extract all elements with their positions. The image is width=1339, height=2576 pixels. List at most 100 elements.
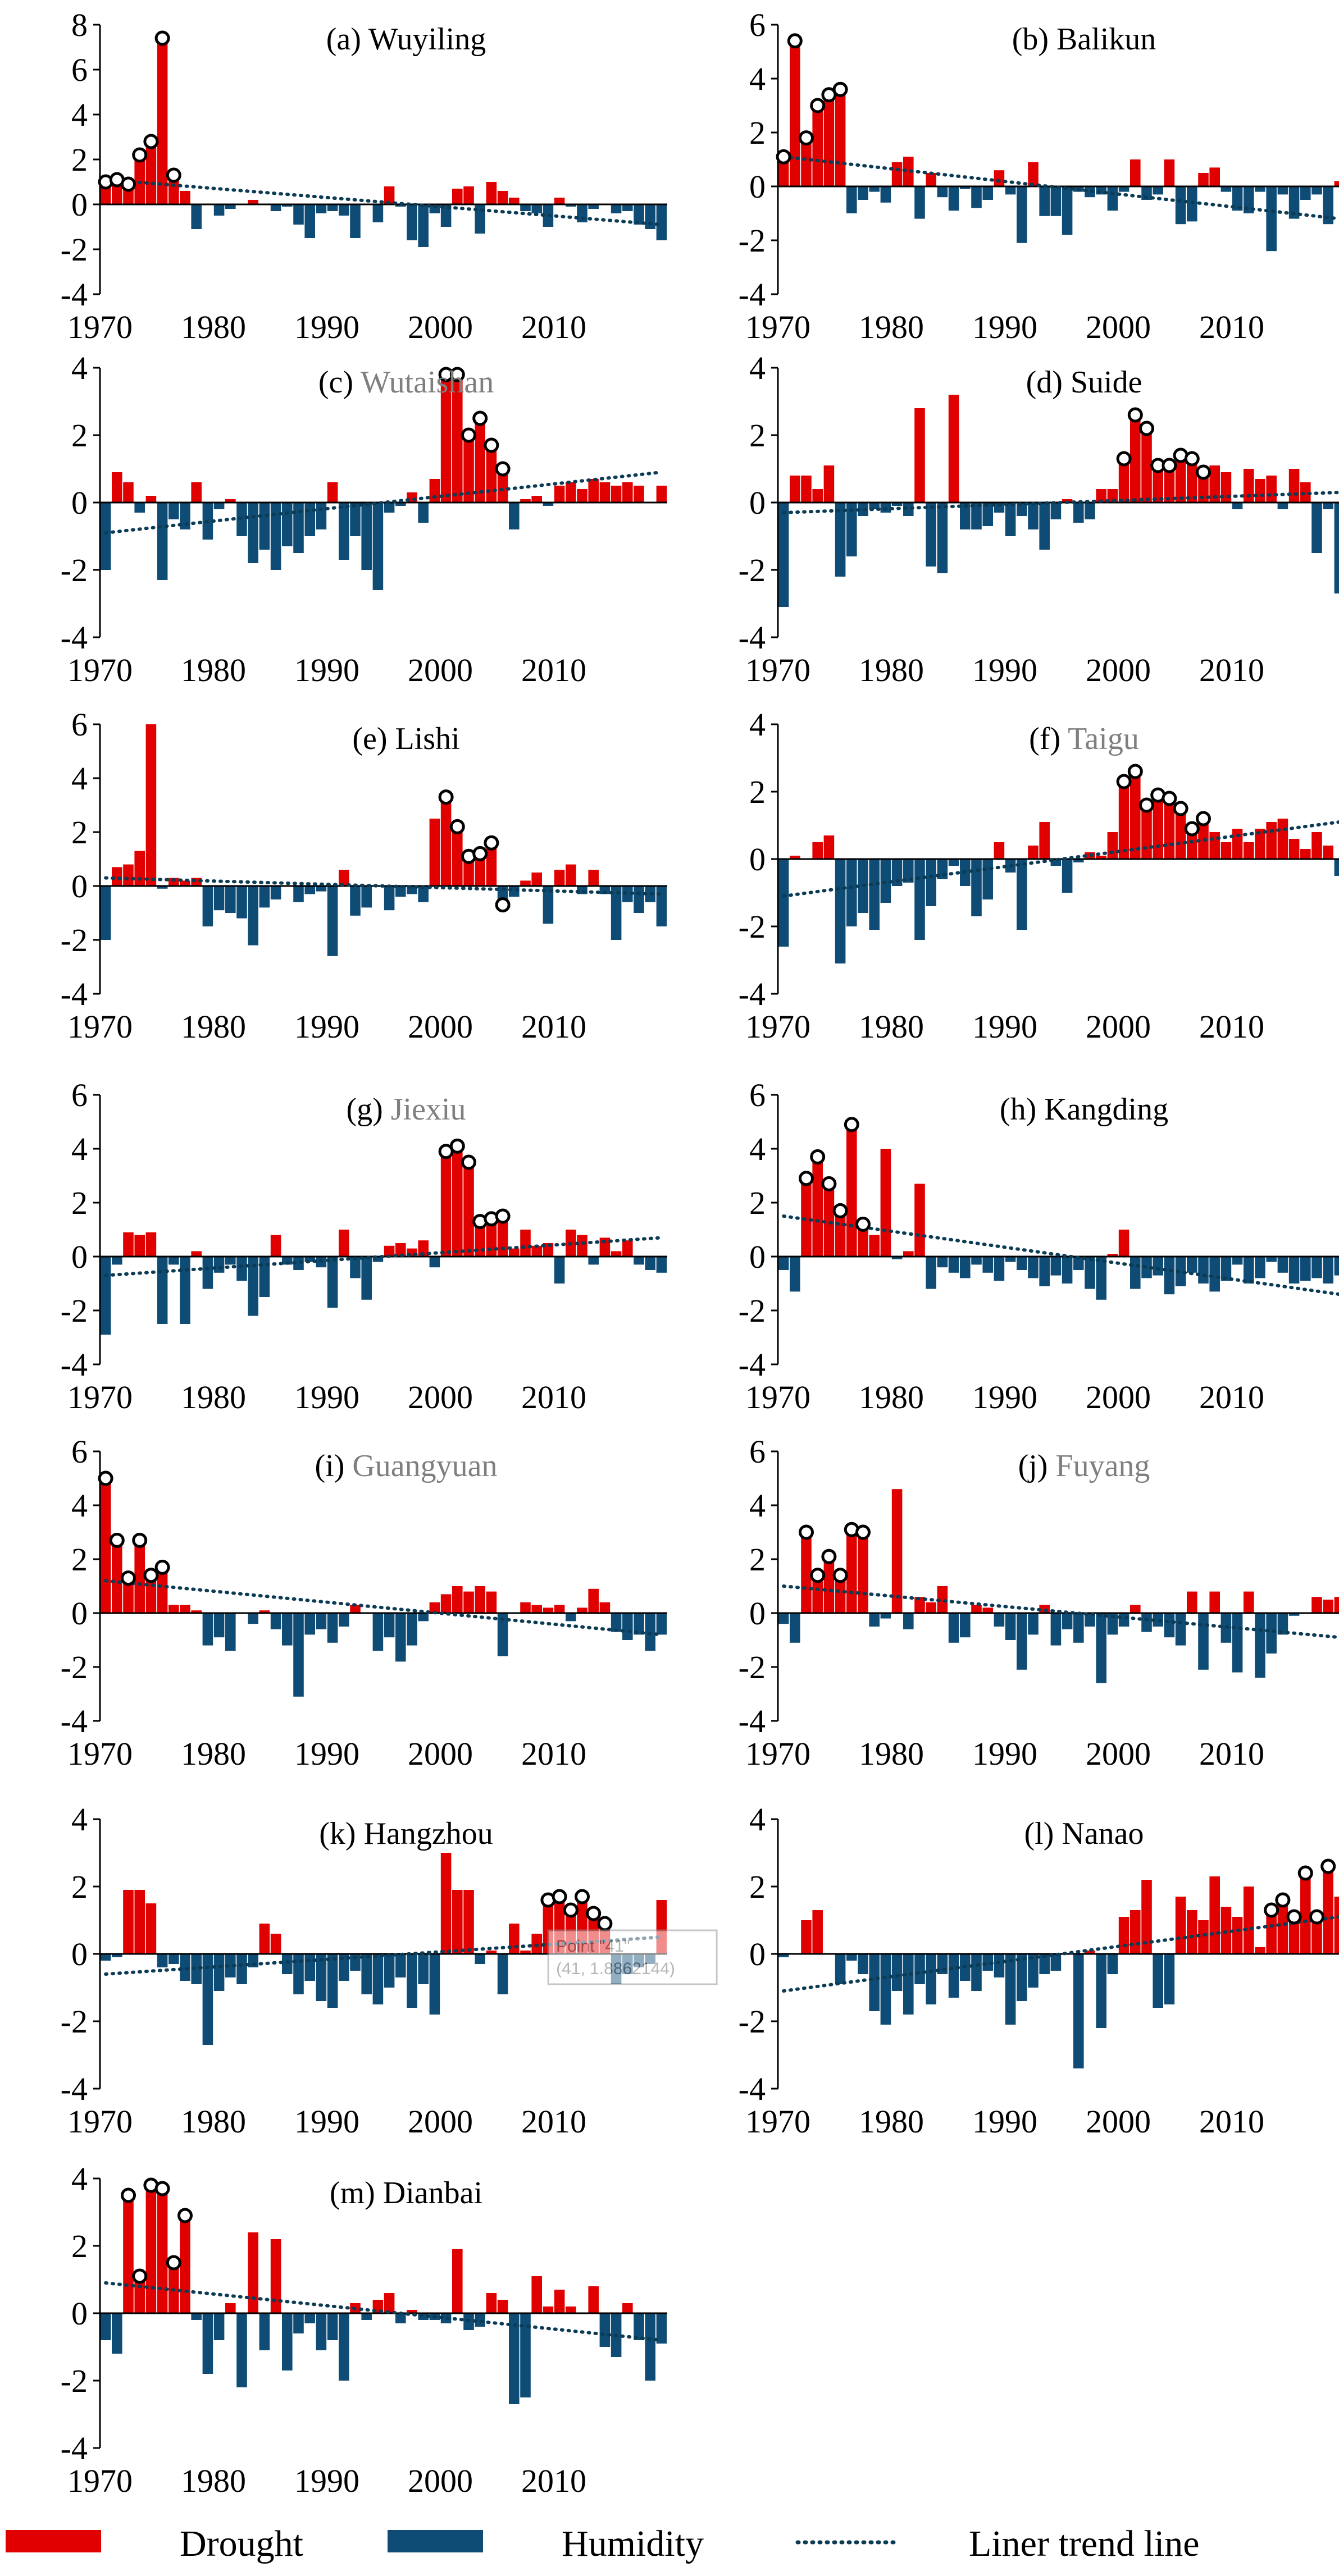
bar-i-2012 xyxy=(577,1607,587,1613)
x-tick-label-k: 2000 xyxy=(408,2103,473,2140)
panel-title-name-k: Hangzhou xyxy=(364,1816,493,1851)
bar-k-1984 xyxy=(259,1924,270,1954)
data-tooltip-k: Point "41" (41, 1.8862144) xyxy=(547,1929,718,1985)
bar-j-1982 xyxy=(914,1597,925,1613)
event-marker-a-1975 xyxy=(154,30,170,46)
panel-title-f: (f) Taigu xyxy=(1029,721,1139,756)
y-tick-label-i: 2 xyxy=(71,1541,88,1578)
x-tick-label-j: 1990 xyxy=(972,1735,1037,1772)
bar-d-1998 xyxy=(1096,489,1106,503)
x-tick-label-a: 2000 xyxy=(408,309,473,345)
x-tick-label-k: 1990 xyxy=(294,2103,359,2140)
event-marker-g-2001 xyxy=(449,1138,465,1154)
bar-d-2004 xyxy=(1164,465,1175,503)
bar-d-1991 xyxy=(1017,503,1027,516)
event-marker-f-2001 xyxy=(1127,764,1143,779)
event-marker-e-2000 xyxy=(438,789,454,805)
x-tick-label-b: 1970 xyxy=(745,309,810,345)
bar-j-2012 xyxy=(1255,1613,1265,1678)
bar-h-1979 xyxy=(880,1149,891,1257)
bar-g-2004 xyxy=(486,1218,497,1257)
bar-e-2001 xyxy=(452,826,463,886)
event-marker-e-2004 xyxy=(484,835,499,851)
y-tick-label-e: 4 xyxy=(71,760,88,797)
panel-title-name-g: Jiexiu xyxy=(391,1092,466,1127)
bar-h-1972 xyxy=(801,1178,812,1257)
bar-b-2009 xyxy=(1220,186,1232,192)
bar-m-1993 xyxy=(361,2313,372,2320)
event-marker-l-2017 xyxy=(1309,1909,1324,1925)
bar-a-2005 xyxy=(497,191,508,204)
x-tick-label-l: 2000 xyxy=(1086,2103,1151,2140)
bar-e-1988 xyxy=(304,886,315,894)
panel-title-name-m: Dianbai xyxy=(383,2176,482,2210)
bar-e-2013 xyxy=(588,870,599,886)
bar-g-1985 xyxy=(270,1235,281,1257)
bar-e-1989 xyxy=(316,886,327,892)
bar-k-2005 xyxy=(497,1954,508,1994)
bar-d-1997 xyxy=(1085,503,1095,519)
bar-e-1984 xyxy=(259,886,270,908)
bar-e-1991 xyxy=(339,870,349,886)
bar-j-1989 xyxy=(994,1613,1005,1627)
bar-l-1993 xyxy=(1039,1954,1050,1974)
bar-c-1995 xyxy=(384,503,395,513)
bar-m-1977 xyxy=(180,2216,190,2313)
bar-g-1993 xyxy=(361,1257,372,1300)
x-tick-label-b: 2010 xyxy=(1199,309,1264,345)
legend-label-2: Liner trend line xyxy=(969,2523,1200,2564)
bar-l-1990 xyxy=(1005,1954,1016,2025)
bar-i-2009 xyxy=(543,1607,554,1613)
y-tick-label-j: -4 xyxy=(739,1703,766,1739)
bar-e-1993 xyxy=(361,886,372,908)
bar-b-2019 xyxy=(1334,181,1339,186)
panel-title-name-b: Balikun xyxy=(1056,22,1156,57)
event-marker-a-1973 xyxy=(132,147,148,163)
event-marker-i-1971 xyxy=(109,1532,125,1548)
x-tick-label-a: 1970 xyxy=(67,309,133,345)
x-tick-label-l: 2010 xyxy=(1199,2103,1264,2140)
bar-b-1999 xyxy=(1107,186,1118,211)
bar-e-1990 xyxy=(327,886,338,956)
event-marker-l-2013 xyxy=(1264,1902,1279,1918)
panel-title-i: (i) Guangyuan xyxy=(315,1449,497,1483)
panel-f: -4 -2 0 2 4 1970 1980 1990 2000 2010 (f) Taigu xyxy=(739,706,1339,1045)
bar-a-1991 xyxy=(339,204,349,216)
x-tick-label-l: 1990 xyxy=(972,2103,1037,2140)
bar-g-1994 xyxy=(372,1257,384,1262)
bar-g-1999 xyxy=(429,1257,440,1268)
bar-d-2001 xyxy=(1130,415,1141,503)
y-tick-label-g: -4 xyxy=(61,1346,88,1383)
bar-k-1988 xyxy=(304,1954,315,1981)
bar-b-1993 xyxy=(1039,186,1050,216)
event-marker-m-1975 xyxy=(154,2181,170,2196)
bar-f-1983 xyxy=(926,859,936,906)
bar-k-2001 xyxy=(452,1890,463,1954)
bar-b-1997 xyxy=(1085,186,1095,198)
bar-f-1973 xyxy=(812,842,823,859)
bar-g-1982 xyxy=(236,1257,247,1281)
panel-title-j: (j) Fuyang xyxy=(1018,1449,1150,1483)
bar-j-2000 xyxy=(1118,1613,1130,1627)
panel-title-name-i: Guangyuan xyxy=(352,1449,497,1483)
trend-line-h xyxy=(782,1214,1339,1296)
y-tick-label-j: -2 xyxy=(739,1649,766,1686)
bar-e-2008 xyxy=(531,873,542,886)
panel-k: -4 -2 0 2 4 1970 1980 1990 2000 2010 (k) Hangzhou P… xyxy=(61,1801,718,2140)
event-marker-c-2003 xyxy=(472,410,488,426)
bar-l-2006 xyxy=(1187,1910,1197,1954)
bar-j-2015 xyxy=(1288,1613,1300,1616)
bar-j-2004 xyxy=(1164,1613,1175,1638)
bar-e-2011 xyxy=(566,864,576,886)
bar-a-1976 xyxy=(168,175,179,204)
bar-g-1971 xyxy=(112,1257,122,1265)
panel-a: -4 -2 0 2 4 6 8 1970 1980 1990 2000 2010 (a) Wuyilin… xyxy=(61,7,667,345)
bar-a-1996 xyxy=(395,204,406,207)
event-marker-m-1976 xyxy=(166,2255,181,2271)
bar-i-1981 xyxy=(225,1613,236,1651)
bar-l-1989 xyxy=(994,1954,1005,1977)
bar-b-1987 xyxy=(971,186,982,208)
bar-m-1984 xyxy=(259,2313,270,2350)
bar-h-2017 xyxy=(1311,1257,1322,1278)
bar-h-1982 xyxy=(914,1184,925,1257)
